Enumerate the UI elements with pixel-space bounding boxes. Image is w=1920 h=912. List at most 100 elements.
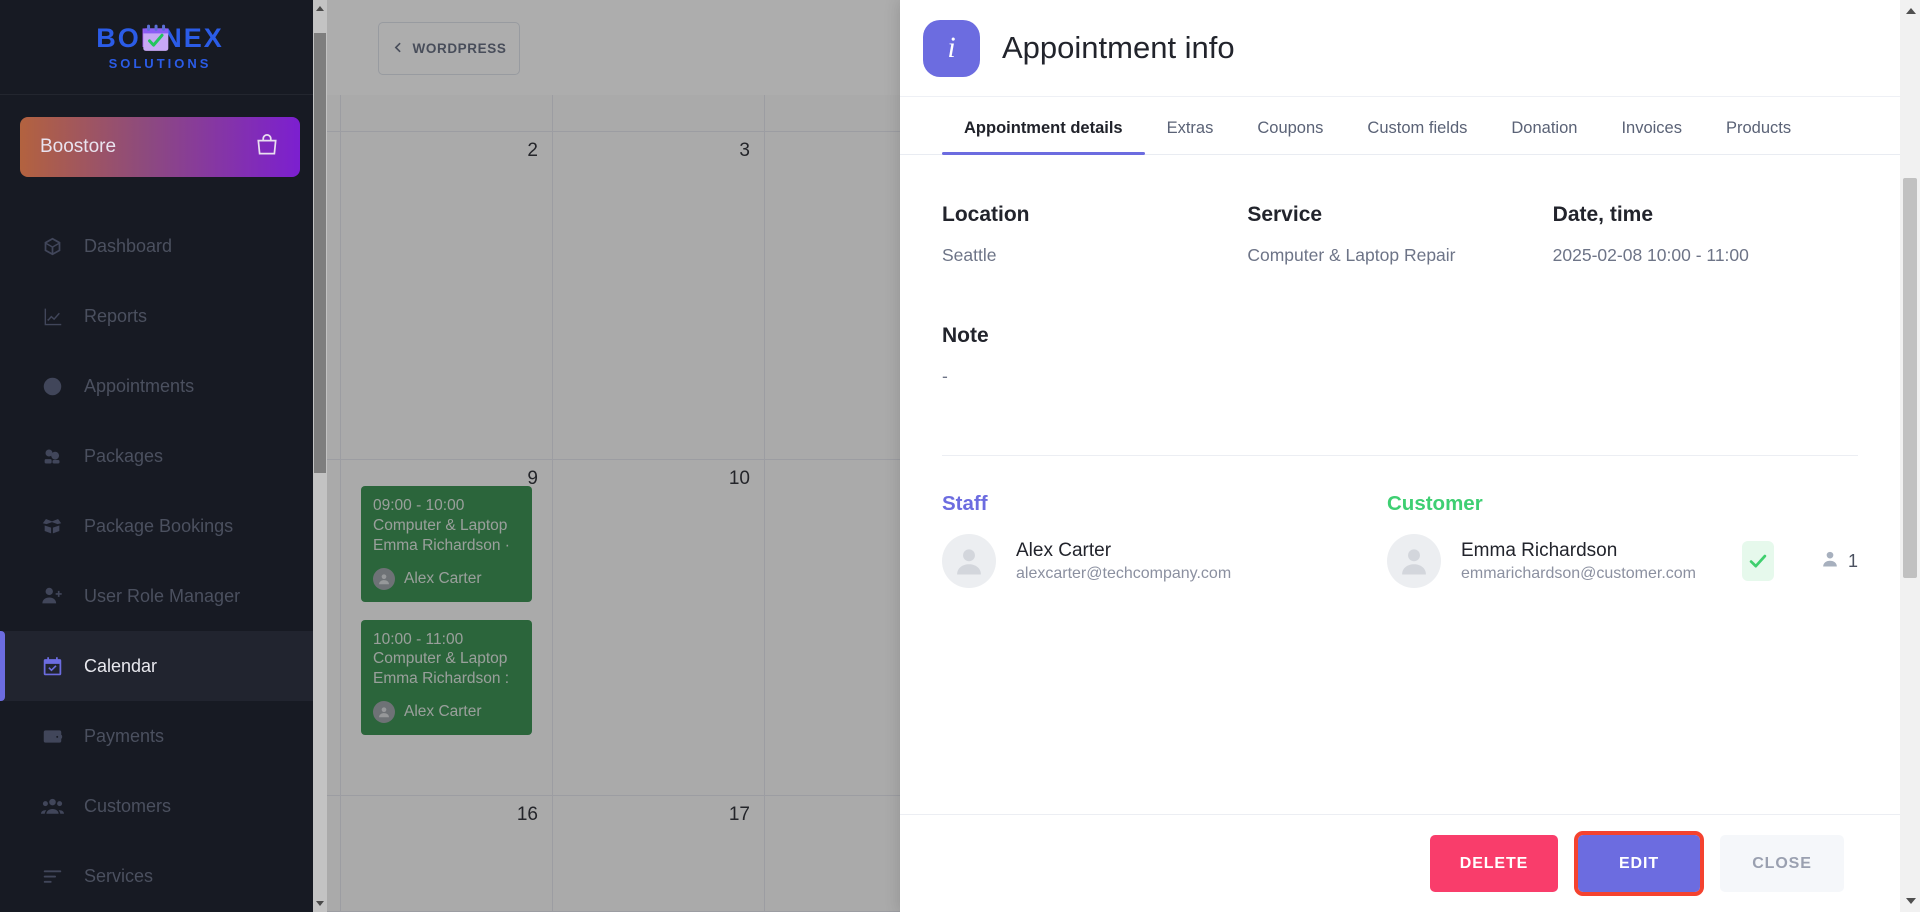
- scroll-down-arrow-icon[interactable]: [1906, 898, 1916, 904]
- event-time: 10:00 - 11:00: [373, 630, 464, 648]
- sidebar-item-label: Package Bookings: [84, 515, 234, 536]
- calendar-day-cell-9[interactable]: 9 09:00 - 10:00 Computer & Laptop Emma R…: [341, 460, 553, 796]
- chevron-left-icon: [392, 41, 405, 57]
- staff-title: Staff: [942, 492, 988, 515]
- calendar-gutter: [320, 460, 341, 796]
- page-scrollbar[interactable]: [1900, 0, 1920, 912]
- page-title: Appointment info: [1002, 30, 1235, 65]
- day-number: 2: [527, 139, 538, 161]
- appointment-info-modal: i Appointment info Appointment details E…: [900, 0, 1900, 912]
- avatar: [373, 701, 395, 724]
- datetime-label: Date, time: [1552, 203, 1654, 226]
- open-box-icon: [40, 514, 64, 538]
- service-value: Computer & Laptop Repair: [1247, 245, 1456, 265]
- scroll-up-arrow-icon[interactable]: [1906, 8, 1916, 14]
- customer-block: Customer Emma Richardson emmarichardson@…: [1387, 492, 1858, 588]
- sidebar-item-dashboard[interactable]: Dashboard: [0, 211, 320, 281]
- tab-extras[interactable]: Extras: [1166, 119, 1214, 137]
- edit-button[interactable]: EDIT: [1574, 831, 1704, 896]
- location-label: Location: [942, 203, 1030, 226]
- calendar-day-cell-17[interactable]: 17: [553, 796, 765, 911]
- avatar: [942, 534, 996, 588]
- store-button-label: Boostore: [40, 136, 117, 157]
- staff-info: Alex Carter alexcarter@techcompany.com: [1016, 540, 1231, 583]
- weekday-cell: [341, 95, 553, 131]
- back-to-wordpress-button[interactable]: WORDPRESS: [378, 22, 520, 75]
- calendar-day-cell-3[interactable]: 3: [553, 131, 765, 460]
- sidebar-item-payments[interactable]: Payments: [0, 701, 320, 771]
- customer-title: Customer: [1387, 492, 1483, 515]
- sidebar-item-packages[interactable]: Packages: [0, 421, 320, 491]
- sidebar-item-label: Customers: [84, 795, 172, 816]
- event-service: Computer & Laptop: [373, 650, 508, 668]
- sidebar-item-appointments[interactable]: Appointments: [0, 351, 320, 421]
- sidebar-item-services[interactable]: Services: [0, 841, 320, 911]
- sidebar-item-label: Reports: [84, 305, 148, 326]
- scroll-down-arrow-icon[interactable]: [316, 901, 324, 906]
- tab-products[interactable]: Products: [1725, 119, 1792, 137]
- modal-tabs: Appointment details Extras Coupons Custo…: [900, 119, 1900, 155]
- attendee-count-group: 1: [1820, 549, 1858, 574]
- sidebar-item-reports[interactable]: Reports: [0, 281, 320, 351]
- list-icon: [40, 864, 64, 888]
- attendee-count: 1: [1847, 550, 1858, 571]
- tab-invoices[interactable]: Invoices: [1621, 119, 1682, 137]
- staff-name: Alex Carter: [1016, 539, 1112, 561]
- location-value: Seattle: [942, 245, 997, 265]
- clock-icon: [40, 374, 64, 398]
- calendar-day-cell-16[interactable]: 16: [341, 796, 553, 911]
- location-field: Location Seattle: [942, 203, 1247, 266]
- person-icon: [1820, 549, 1840, 574]
- staff-email: alexcarter@techcompany.com: [1016, 564, 1232, 582]
- day-number: 16: [516, 804, 538, 826]
- info-icon: i: [923, 19, 980, 77]
- calendar-event[interactable]: 10:00 - 11:00 Computer & Laptop Emma Ric…: [361, 619, 532, 736]
- wallet-icon: [40, 724, 64, 748]
- brand-text-part3: NEX: [162, 23, 224, 53]
- store-button[interactable]: Boostore: [20, 117, 300, 177]
- tab-custom-fields[interactable]: Custom fields: [1367, 119, 1468, 137]
- service-label: Service: [1247, 203, 1323, 226]
- day-number: 9: [527, 468, 538, 490]
- calendar-event[interactable]: 09:00 - 10:00 Computer & Laptop Emma Ric…: [361, 486, 532, 602]
- event-time: 09:00 - 10:00: [373, 497, 465, 515]
- sidebar-item-customers[interactable]: Customers: [0, 771, 320, 841]
- close-button[interactable]: CLOSE: [1720, 835, 1844, 892]
- sidebar-item-label: Packages: [84, 445, 164, 466]
- event-staff-name: Alex Carter: [404, 569, 482, 587]
- calendar-gutter: [320, 95, 341, 131]
- sidebar-item-package-bookings[interactable]: Package Bookings: [0, 491, 320, 561]
- packages-icon: [40, 444, 64, 468]
- sidebar-item-calendar[interactable]: Calendar: [0, 631, 320, 701]
- sidebar-item-label: User Role Manager: [84, 585, 241, 606]
- delete-button[interactable]: DELETE: [1430, 835, 1558, 892]
- tab-coupons[interactable]: Coupons: [1257, 119, 1324, 137]
- scroll-up-arrow-icon[interactable]: [316, 6, 324, 11]
- calendar-scrollbar-thumb[interactable]: [314, 33, 326, 473]
- sidebar-item-user-role-manager[interactable]: User Role Manager: [0, 561, 320, 631]
- shopping-bag-icon: [254, 132, 280, 163]
- service-field: Service Computer & Laptop Repair: [1247, 203, 1552, 266]
- calendar-day-cell-2[interactable]: 2: [341, 131, 553, 460]
- tab-appointment-details[interactable]: Appointment details: [942, 119, 1145, 155]
- customer-person: Emma Richardson emmarichardson@customer.…: [1387, 534, 1858, 588]
- green-check-icon: [1741, 541, 1774, 581]
- people-section: Staff Alex Carter alexcarter@techcompany…: [942, 492, 1858, 588]
- back-button-label: WORDPRESS: [412, 41, 507, 56]
- event-customer: Emma Richardson :: [373, 670, 510, 688]
- datetime-value: 2025-02-08 10:00 - 11:00: [1552, 245, 1749, 265]
- box-icon: [40, 234, 64, 258]
- page-scrollbar-thumb[interactable]: [1903, 178, 1917, 578]
- note-value: -: [942, 366, 948, 386]
- day-number: 17: [728, 804, 750, 826]
- staff-block: Staff Alex Carter alexcarter@techcompany…: [942, 492, 1387, 588]
- day-number: 3: [739, 139, 750, 161]
- brand-logo: BO K NEX SOLUTIONS: [0, 0, 320, 95]
- sidebar-item-label: Payments: [84, 725, 165, 746]
- calendar-scrollbar[interactable]: [313, 0, 327, 912]
- sidebar: BO K NEX SOLUTIONS Boostore: [0, 0, 320, 912]
- calendar-day-cell-10[interactable]: 10: [553, 460, 765, 796]
- tab-donation[interactable]: Donation: [1511, 119, 1578, 137]
- calendar-gutter: [320, 796, 341, 911]
